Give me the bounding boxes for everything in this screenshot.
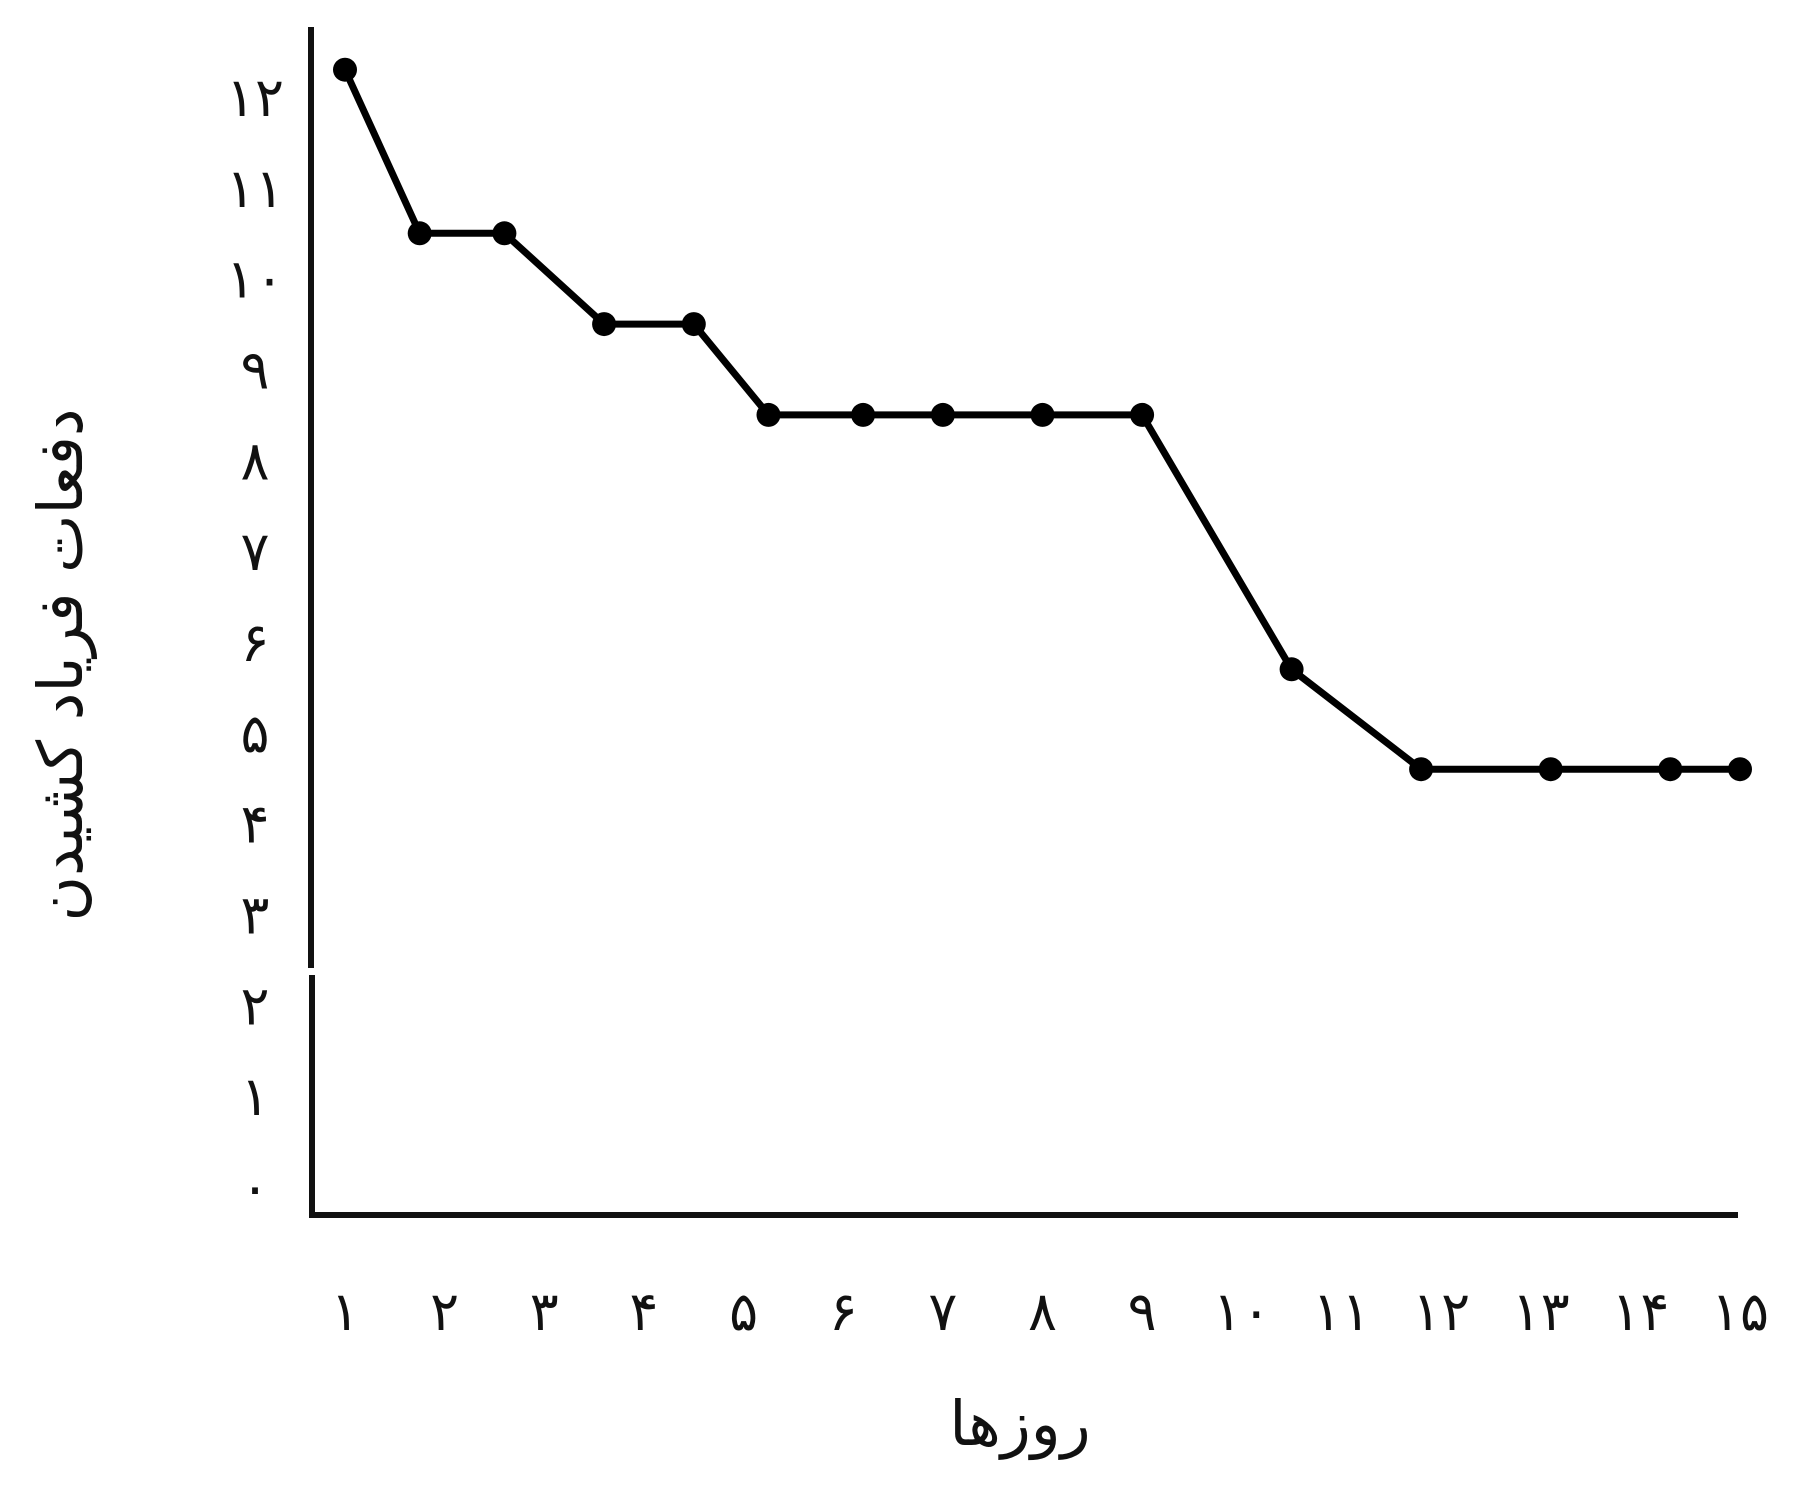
data-point (1658, 757, 1683, 782)
y-tick-label: ۱۰ (226, 248, 284, 311)
x-tick-label: ۳ (530, 1280, 559, 1343)
data-point (1409, 757, 1434, 782)
x-tick-label: ۱۰ (1213, 1280, 1271, 1343)
data-point (1279, 657, 1304, 682)
y-tick-label: ۶ (240, 611, 269, 674)
y-tick-label: ۴ (240, 793, 269, 856)
data-point (1030, 402, 1055, 427)
data-point (592, 312, 617, 337)
x-axis-title: روزها (949, 1387, 1090, 1460)
x-tick-label: ۱۵ (1711, 1280, 1769, 1343)
data-point (333, 57, 357, 82)
y-tick-label: ۵ (240, 702, 269, 765)
y-tick-label: ۱۱ (226, 157, 284, 220)
x-tick-labels: ۱ ۲ ۳ ۴ ۵ ۶ ۷ ۸ ۹ ۱۰ ۱۱ ۱۲ ۱۳ ۱۴ ۱۵ (330, 1280, 1769, 1343)
x-tick-label: ۴ (629, 1280, 658, 1343)
series (333, 57, 1752, 782)
y-tick-label: ۳ (240, 884, 269, 947)
x-tick-label: ۱۱ (1312, 1280, 1370, 1343)
y-tick-label: ۱ (240, 1065, 269, 1128)
x-tick-label: ۱۲ (1412, 1280, 1470, 1343)
x-tick-label: ۷ (928, 1280, 957, 1343)
y-axis-title: دفعات فریاد کشیدن (24, 408, 97, 921)
data-point (1130, 402, 1155, 427)
y-tick-label: ۸ (240, 429, 269, 492)
y-tick-label: ۲ (240, 974, 269, 1037)
x-tick-label: ۸ (1028, 1280, 1057, 1343)
axes (308, 27, 1738, 1218)
data-point (1538, 757, 1563, 782)
x-tick-label: ۲ (430, 1280, 459, 1343)
x-tick-label: ۶ (829, 1280, 858, 1343)
y-tick-label: ۷ (240, 520, 269, 583)
x-tick-label: ۵ (729, 1280, 758, 1343)
x-tick-label: ۱ (330, 1280, 359, 1343)
data-point (407, 221, 432, 246)
data-point (756, 402, 781, 427)
x-tick-label: ۱۴ (1611, 1280, 1669, 1343)
data-point (851, 402, 876, 427)
x-tick-label: ۱۳ (1512, 1280, 1570, 1343)
data-point (930, 402, 955, 427)
x-tick-label: ۹ (1128, 1280, 1157, 1343)
data-point (681, 312, 706, 337)
data-point (492, 221, 517, 246)
y-tick-label: ۰ (240, 1156, 269, 1219)
y-tick-label: ۱۲ (226, 66, 284, 129)
y-tick-label: ۹ (240, 339, 269, 402)
data-point (1728, 757, 1752, 782)
